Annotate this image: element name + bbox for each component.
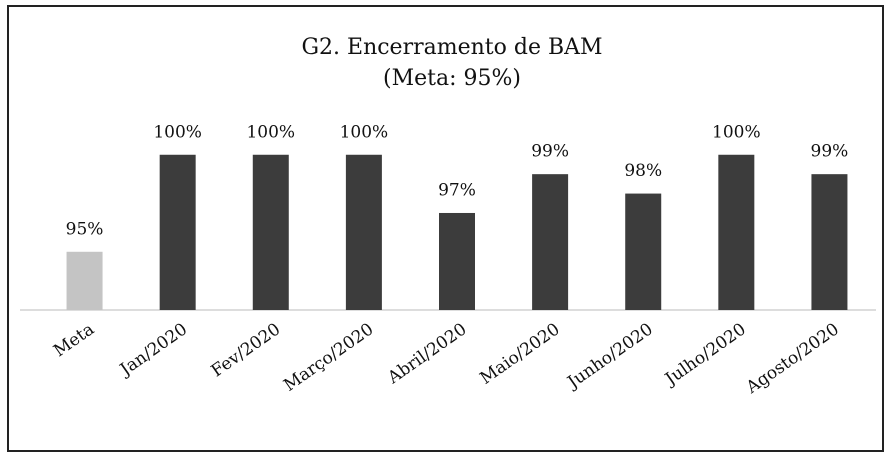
frame (7, 5, 884, 452)
x-tick-label: Março/2020 (280, 319, 377, 395)
x-tick-label: Abril/2020 (383, 319, 470, 388)
chart-subtitle: (Meta: 95%) (383, 66, 521, 91)
bar (252, 154, 289, 310)
bar (439, 212, 475, 310)
chart-title: G2. Encerramento de BAM (301, 35, 602, 60)
bar (625, 193, 662, 310)
data-label: 100% (340, 122, 389, 142)
x-tick-label: Meta (50, 319, 98, 361)
x-tick-label: Jan/2020 (115, 319, 191, 381)
x-tick-label: Agosto/2020 (742, 319, 843, 398)
x-tick-label: Julho/2020 (660, 319, 750, 390)
data-label: 100% (712, 122, 761, 142)
data-label: 99% (811, 142, 849, 162)
bar (345, 154, 382, 310)
x-tick-label: Maio/2020 (477, 319, 564, 388)
data-label: 100% (246, 122, 295, 142)
data-label: 100% (153, 122, 202, 142)
data-label: 97% (438, 180, 476, 200)
bar (532, 174, 569, 310)
bar (66, 251, 103, 310)
x-tick-label: Junho/2020 (563, 319, 657, 393)
bar (811, 174, 848, 310)
x-tick-label: Fev/2020 (208, 319, 285, 381)
data-label: 95% (66, 219, 104, 239)
data-label: 99% (531, 142, 569, 162)
bar (159, 154, 196, 310)
data-label: 98% (624, 161, 662, 181)
bar (718, 154, 755, 310)
